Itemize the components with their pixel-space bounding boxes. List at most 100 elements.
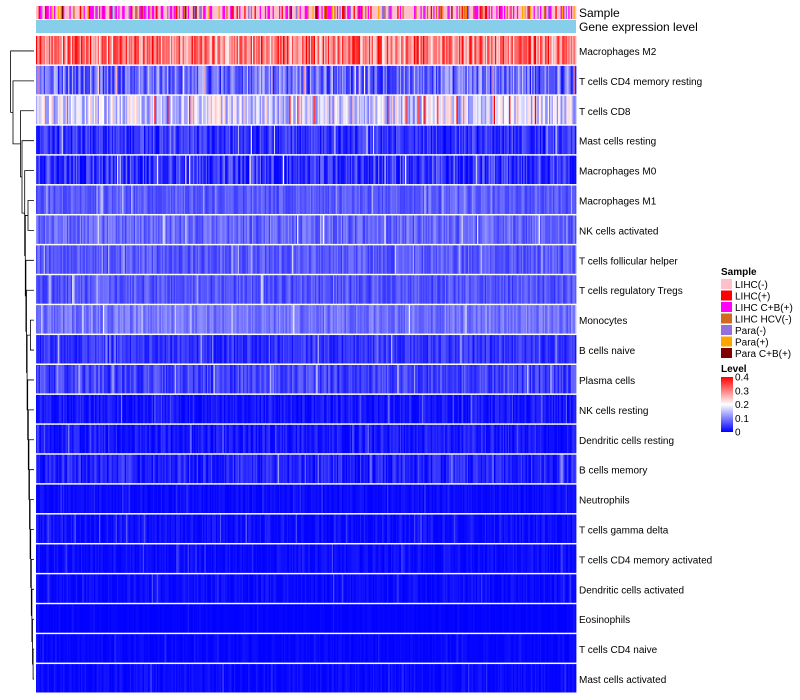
- heatmap-cell: [68, 95, 70, 125]
- heatmap-cell: [133, 65, 136, 95]
- heatmap-cell: [200, 95, 203, 125]
- heatmap-cell: [289, 36, 291, 65]
- sample-annotation-cell: [430, 6, 433, 19]
- heatmap-cell: [442, 65, 444, 95]
- heatmap-cell: [405, 95, 407, 125]
- heatmap-cell: [250, 155, 253, 185]
- heatmap-cell: [104, 95, 106, 125]
- heatmap-cell: [280, 125, 282, 155]
- heatmap-cell: [291, 125, 294, 155]
- heatmap-cell: [374, 95, 376, 125]
- heatmap-cell: [129, 125, 132, 155]
- heatmap-cell: [272, 155, 275, 185]
- heatmap-cell: [545, 36, 547, 65]
- heatmap-cell: [506, 36, 509, 65]
- heatmap-cell: [574, 185, 577, 214]
- heatmap-cell: [205, 36, 208, 65]
- heatmap-cell: [297, 95, 299, 125]
- heatmap-cell: [56, 65, 59, 95]
- heatmap-cell: [390, 95, 393, 125]
- heatmap-cell: [115, 65, 118, 95]
- heatmap-cell: [124, 36, 127, 65]
- heatmap-cell: [72, 36, 74, 65]
- heatmap-cell: [302, 125, 304, 155]
- heatmap-cell: [203, 125, 205, 155]
- heatmap-cell: [37, 65, 39, 95]
- heatmap-cell: [416, 95, 419, 125]
- heatmap-cell: [190, 95, 192, 125]
- heatmap-cell: [277, 125, 280, 155]
- heatmap-cell: [497, 65, 500, 95]
- heatmap-cell: [460, 125, 462, 155]
- heatmap-cell: [381, 65, 384, 95]
- heatmap-cell: [401, 36, 403, 65]
- heatmap-cell: [327, 95, 330, 125]
- sample-annotation-cell: [92, 6, 95, 19]
- heatmap-cell: [178, 125, 181, 155]
- heatmap-cell: [473, 125, 475, 155]
- heatmap-cell: [213, 65, 216, 95]
- heatmap-cell: [147, 65, 150, 95]
- heatmap-cell: [52, 95, 55, 125]
- heatmap-cell: [198, 65, 200, 95]
- heatmap-cell: [151, 95, 154, 125]
- heatmap-cell: [212, 95, 214, 125]
- heatmap-cell: [42, 95, 45, 125]
- heatmap-cell: [97, 125, 100, 155]
- sample-annotation-cell: [540, 6, 542, 19]
- heatmap-cell: [574, 36, 577, 65]
- sample-annotation-cell: [407, 6, 410, 19]
- heatmap-cell: [357, 65, 360, 95]
- heatmap-cell: [574, 155, 577, 185]
- heatmap-cell: [385, 36, 388, 65]
- sample-annotation-cell: [127, 6, 129, 19]
- heatmap-cell: [502, 65, 505, 95]
- sample-annotation-cell: [201, 6, 204, 19]
- heatmap-cell: [276, 36, 279, 65]
- heatmap-cell: [302, 95, 304, 125]
- heatmap-cell: [524, 36, 527, 65]
- heatmap-cell: [488, 125, 491, 155]
- heatmap-cell: [498, 65, 501, 95]
- heatmap-cell: [523, 95, 525, 125]
- heatmap-cell: [504, 95, 506, 125]
- heatmap-cell: [515, 95, 518, 125]
- heatmap-cell: [163, 36, 165, 65]
- heatmap-cell: [552, 36, 555, 65]
- heatmap-cell: [178, 65, 181, 95]
- heatmap-cell: [396, 125, 398, 155]
- heatmap-cell: [470, 95, 473, 125]
- heatmap-cell: [513, 36, 515, 65]
- heatmap-cell: [230, 125, 232, 155]
- heatmap-cell: [155, 36, 158, 65]
- heatmap-cell: [69, 155, 72, 185]
- heatmap-cell: [447, 125, 450, 155]
- heatmap-cell: [513, 125, 515, 155]
- heatmap-cell: [410, 95, 412, 125]
- sample-annotation-cell: [514, 6, 516, 19]
- heatmap-cell: [381, 95, 384, 125]
- heatmap-cell: [88, 125, 91, 155]
- heatmap-cell: [212, 125, 214, 155]
- heatmap-cell: [96, 155, 99, 185]
- heatmap-cell: [46, 36, 48, 65]
- heatmap-cell: [115, 36, 118, 65]
- sample-annotation-cell: [199, 6, 201, 19]
- heatmap-cell: [240, 65, 243, 95]
- heatmap-cell: [114, 36, 117, 65]
- sample-annotation-cell: [358, 6, 361, 19]
- heatmap-cell: [294, 36, 297, 65]
- heatmap-cell: [489, 95, 492, 125]
- heatmap-cell: [279, 95, 281, 125]
- heatmap-cell: [57, 155, 60, 185]
- heatmap-cell: [259, 125, 262, 155]
- heatmap-cell: [239, 95, 241, 125]
- sample-annotation-cell: [559, 6, 561, 19]
- heatmap-cell: [394, 125, 397, 155]
- heatmap-cell: [194, 125, 196, 155]
- heatmap-cell: [524, 95, 527, 125]
- heatmap-cell: [54, 125, 56, 155]
- heatmap-cell: [190, 65, 192, 95]
- heatmap-cell: [36, 36, 38, 65]
- heatmap-cell: [191, 95, 194, 125]
